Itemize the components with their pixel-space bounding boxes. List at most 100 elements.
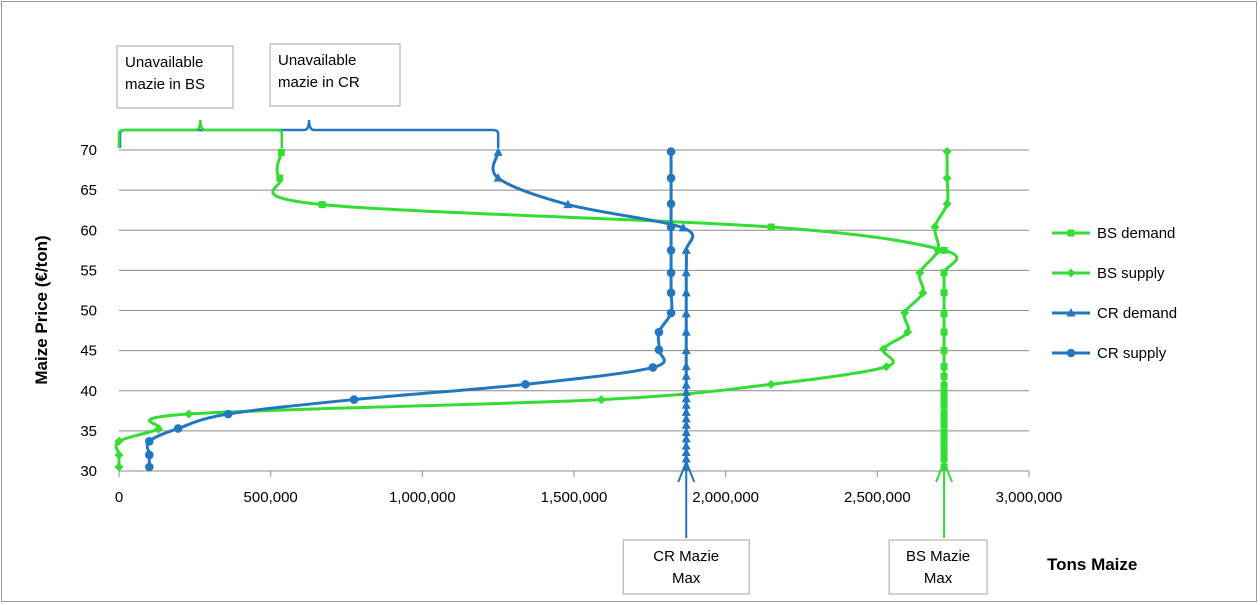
data-point-cr-supply (666, 308, 676, 318)
data-point-cr-demand (493, 173, 503, 182)
data-point-bs-demand (940, 408, 948, 416)
data-point-bs-supply (942, 199, 952, 209)
annotation-cr-unavailable: Unavailable mazie in CR (269, 43, 401, 107)
data-point-bs-supply (881, 362, 891, 372)
brace-bs-unavailable (117, 119, 284, 148)
y-tick-label: 30 (80, 463, 97, 480)
data-point-bs-demand (318, 201, 326, 209)
annotation-cr-unavailable-line1: Unavailable (278, 52, 356, 69)
data-point-bs-demand (940, 449, 948, 457)
data-point-cr-supply (666, 246, 676, 255)
annotation-bs-max-line2: Max (924, 570, 953, 587)
annotation-cr-unavailable-line2: mazie in CR (278, 74, 360, 91)
axes: 30 35 40 45 50 55 60 65 70 0 500,000 1,000,000 1,500… (80, 142, 1062, 506)
data-point-bs-demand (940, 421, 948, 429)
data-point-cr-demand (681, 387, 691, 396)
data-point-cr-supply (521, 380, 530, 389)
annotation-bs-max-box (888, 539, 988, 595)
x-tick-label: 1,000,000 (389, 489, 456, 506)
annotation-bs-max: BS Mazie Max (888, 539, 988, 595)
data-point-cr-demand (681, 400, 691, 409)
annotation-cr-unavailable-box (269, 43, 401, 107)
data-point-bs-supply (918, 288, 928, 298)
data-point-cr-demand (681, 287, 691, 297)
y-tick-label: 55 (80, 262, 97, 279)
data-point-bs-supply (114, 436, 124, 446)
data-point-cr-supply (654, 345, 664, 355)
annotation-cr-max: CR Mazie Max (622, 539, 750, 595)
data-point-bs-supply (596, 395, 606, 405)
data-point-cr-demand (681, 447, 691, 457)
data-point-bs-demand (940, 381, 948, 389)
legend-marker-cr-supply (1066, 348, 1076, 358)
data-point-cr-demand (681, 245, 691, 254)
data-point-bs-demand (940, 401, 948, 409)
data-point-cr-demand (681, 453, 691, 463)
series-line-bs-supply (114, 151, 950, 467)
legend-label-bs-demand: BS demand (1097, 225, 1175, 242)
y-tick-label: 70 (80, 142, 97, 159)
y-axis-title: Maize Price (€/ton) (32, 235, 51, 384)
data-point-cr-demand (681, 371, 691, 380)
y-tick-label: 40 (80, 383, 97, 400)
brace-cr-unavailable (118, 119, 500, 148)
x-tick-label: 3,000,000 (996, 489, 1063, 506)
legend-label-cr-demand: CR demand (1097, 305, 1177, 322)
data-point-cr-supply (223, 409, 233, 419)
data-point-cr-supply (349, 395, 359, 404)
data-point-bs-supply (900, 308, 910, 318)
annotations: Unavailable mazie in BS Unavailable mazie i… (116, 43, 988, 595)
data-point-cr-supply (145, 462, 154, 472)
data-point-bs-supply (915, 268, 925, 278)
annotation-bs-unavailable: Unavailable mazie in BS (116, 45, 234, 109)
data-point-bs-supply (903, 327, 913, 337)
data-point-cr-demand (681, 420, 691, 429)
data-point-bs-supply (153, 424, 163, 434)
x-tick-label: 2,000,000 (692, 489, 759, 506)
annotation-cr-max-line2: Max (672, 570, 701, 587)
data-point-bs-demand (940, 347, 948, 355)
annotation-bs-unavailable-line2: mazie in BS (125, 76, 205, 93)
data-point-bs-demand (940, 269, 948, 277)
data-point-cr-demand (681, 308, 691, 318)
data-point-cr-supply (654, 327, 664, 337)
y-tick-label: 60 (80, 222, 97, 239)
data-point-bs-demand (940, 372, 948, 380)
annotation-cr-max-box (622, 539, 750, 595)
data-point-bs-demand (940, 310, 948, 318)
data-point-bs-demand (940, 395, 948, 403)
annotation-cr-max-line1: CR Mazie (653, 548, 719, 565)
data-point-cr-demand (681, 433, 691, 443)
data-point-cr-demand (681, 361, 691, 371)
x-tick-label: 0 (115, 489, 123, 506)
y-tick-label: 35 (80, 423, 97, 440)
data-point-cr-supply (666, 222, 676, 232)
data-point-bs-demand (940, 388, 948, 396)
data-point-bs-supply (942, 147, 952, 157)
data-point-bs-demand (276, 174, 284, 182)
data-point-cr-demand (681, 345, 691, 355)
data-point-cr-demand (678, 222, 688, 232)
x-tick-label: 2,500,000 (844, 489, 911, 506)
data-point-bs-demand (940, 415, 948, 423)
annotation-bs-unavailable-box (116, 45, 234, 109)
data-point-cr-supply (666, 147, 676, 156)
data-point-cr-supply (145, 450, 154, 460)
data-point-cr-demand (563, 199, 573, 209)
data-point-bs-supply (114, 462, 124, 472)
data-point-cr-supply (666, 268, 676, 278)
y-tick-label: 50 (80, 303, 97, 320)
data-point-bs-supply (766, 379, 776, 389)
data-point-cr-demand (681, 393, 691, 403)
grid-lines (119, 149, 1029, 472)
data-point-cr-demand (681, 441, 691, 450)
legend: BS demand BS supply CR demand CR supply (1052, 225, 1177, 362)
data-point-cr-demand (681, 461, 691, 471)
data-point-bs-demand (940, 442, 948, 450)
y-tick-label: 45 (80, 343, 97, 360)
data-point-bs-supply (184, 409, 194, 419)
data-point-bs-demand (940, 328, 948, 336)
annotation-bs-unavailable-line1: Unavailable (125, 54, 203, 71)
data-point-cr-supply (145, 437, 154, 446)
data-point-bs-demand (940, 428, 948, 436)
